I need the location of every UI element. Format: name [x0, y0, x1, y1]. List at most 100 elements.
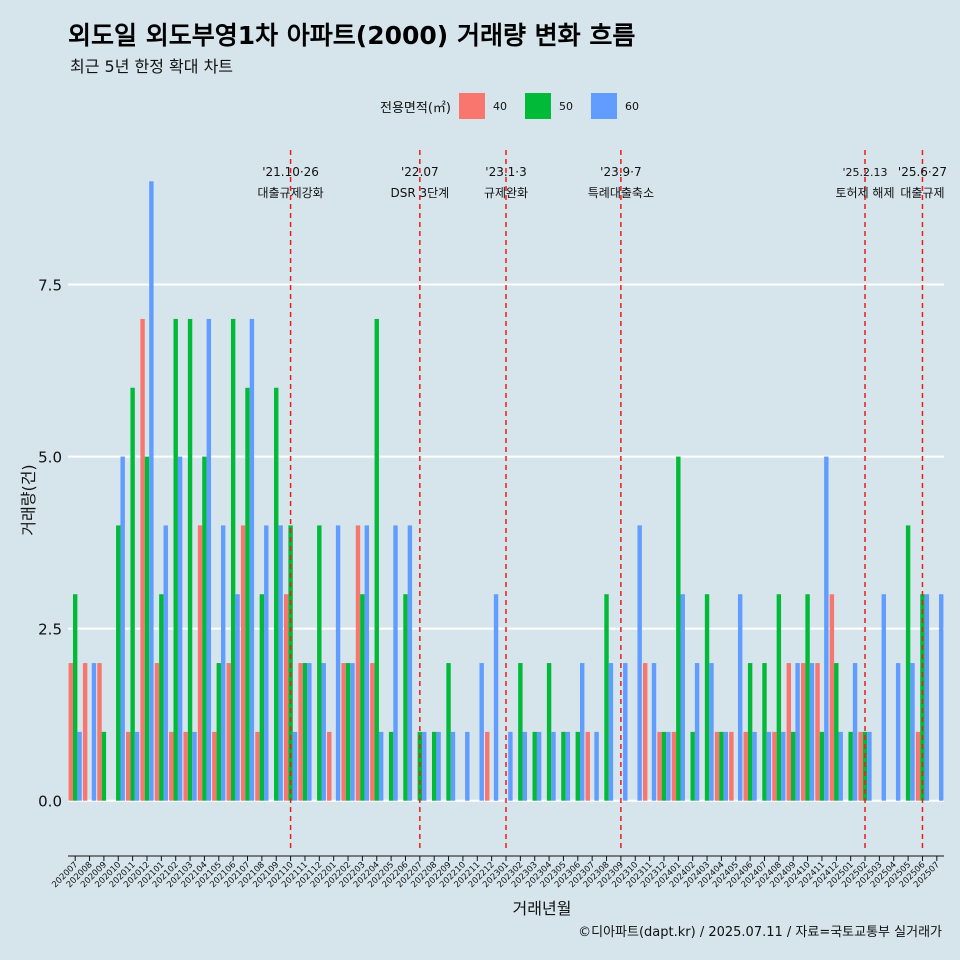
event-date-label: '25.6·27 [898, 165, 947, 179]
bar-60-202011 [134, 731, 140, 801]
event-name-label: 대출규제 [900, 186, 944, 200]
bar-50-202103 [187, 318, 193, 801]
bar-40-202204 [370, 663, 375, 801]
legend-item-40: 40 [458, 93, 521, 119]
bar-60-202105 [220, 525, 226, 801]
bar-50-202411 [819, 731, 825, 801]
bar-40-202111 [298, 663, 303, 801]
event-date-label: '22.07 [401, 165, 439, 179]
bar-60-202407 [766, 731, 772, 801]
chart-subtitle: 최근 5년 한정 확대 차트 [70, 57, 234, 76]
legend-title: 전용면적(㎡) [380, 100, 451, 116]
legend-item-50: 50 [524, 93, 587, 119]
bar-60-202303 [536, 731, 542, 801]
bar-40-202404 [714, 731, 720, 801]
bar-40-202409 [786, 663, 792, 801]
bar-40-202105 [212, 731, 217, 801]
bar-50-202106 [230, 318, 236, 801]
bar-40-202502 [858, 731, 863, 801]
bar-60-202504 [895, 663, 901, 801]
bar-60-202205 [393, 525, 398, 801]
bar-40-202212 [485, 731, 490, 801]
bar-50-202109 [274, 387, 279, 801]
bar-60-202308 [608, 663, 614, 801]
bar-60-202008 [91, 663, 97, 801]
legend-swatch-40 [458, 93, 485, 119]
bar-50-202101 [159, 594, 164, 801]
bar-40-202202 [341, 663, 346, 801]
bar-60-202405 [737, 594, 743, 801]
bar-60-202309 [623, 663, 628, 801]
bar-60-202112 [321, 663, 326, 801]
bar-50-202408 [776, 594, 782, 801]
bar-60-202204 [378, 731, 384, 801]
bar-50-202206 [403, 594, 408, 801]
event-name-label: 특례대출축소 [588, 186, 654, 200]
bar-60-202012 [149, 181, 154, 801]
bar-40-202312 [657, 731, 662, 801]
bar-50-202308 [604, 594, 609, 801]
bar-50-202506 [920, 594, 925, 801]
bar-60-202410 [809, 663, 815, 801]
y-tick-label: 7.5 [38, 277, 62, 295]
bar-50-202108 [259, 594, 265, 801]
bar-40-202011 [126, 731, 131, 801]
bar-50-202305 [561, 731, 566, 801]
legend: 전용면적(㎡) 40 50 60 [380, 92, 657, 120]
bar-60-202111 [307, 663, 312, 801]
bar-50-202312 [661, 731, 667, 801]
bar-50-202107 [245, 387, 250, 801]
bar-60-202305 [565, 731, 571, 801]
bar-40-202106 [226, 663, 231, 801]
y-tick-label: 2.5 [38, 621, 62, 639]
bar-60-202507 [939, 594, 944, 801]
bar-60-202311 [651, 663, 657, 801]
bar-40-202412 [829, 594, 835, 801]
bar-40-202307 [585, 731, 590, 801]
bar-40-202201 [327, 731, 332, 801]
bar-50-202007 [72, 594, 78, 801]
bar-60-202301 [508, 731, 513, 801]
bar-50-202505 [905, 525, 911, 801]
bar-40-202311 [643, 663, 648, 801]
bar-60-202212 [493, 594, 499, 801]
legend-swatch-60 [590, 93, 617, 119]
bar-50-202104 [202, 456, 207, 801]
bar-40-202107 [240, 525, 246, 801]
bar-50-202412 [834, 663, 839, 801]
x-axis-title: 거래년월 [513, 899, 572, 918]
bar-40-202401 [671, 731, 677, 801]
event-date-label: '25.2.13 [843, 166, 888, 179]
bar-60-202503 [881, 594, 886, 801]
bar-40-202405 [729, 731, 734, 801]
bar-60-202302 [522, 731, 527, 801]
bar-40-202411 [815, 663, 820, 801]
bar-60-202411 [824, 456, 829, 801]
legend-label-40: 40 [492, 99, 507, 113]
bar-40-202008 [82, 663, 88, 801]
bar-60-202109 [278, 525, 283, 801]
bar-40-202410 [800, 663, 806, 801]
bar-40-202406 [743, 731, 748, 801]
y-axis-title: 거래량(건) [19, 464, 38, 535]
bar-50-202409 [791, 731, 796, 801]
bar-60-202209 [450, 731, 456, 801]
bar-50-202209 [446, 663, 451, 801]
bar-50-202208 [431, 731, 437, 801]
bar-60-202310 [637, 525, 642, 801]
bar-40-202104 [197, 525, 203, 801]
bar-60-202104 [206, 318, 212, 801]
bar-40-202108 [255, 731, 260, 801]
bar-50-202010 [116, 525, 121, 801]
bar-50-202009 [101, 731, 107, 801]
bar-50-202012 [144, 456, 150, 801]
bar-60-202409 [795, 663, 800, 801]
bar-50-202202 [345, 663, 351, 801]
event-name-label: 규제완화 [484, 186, 528, 200]
bar-60-202312 [666, 731, 671, 801]
bar-60-202110 [292, 731, 298, 801]
bar-40-202110 [283, 594, 289, 801]
bar-60-202101 [163, 525, 168, 801]
bar-60-202108 [264, 525, 269, 801]
